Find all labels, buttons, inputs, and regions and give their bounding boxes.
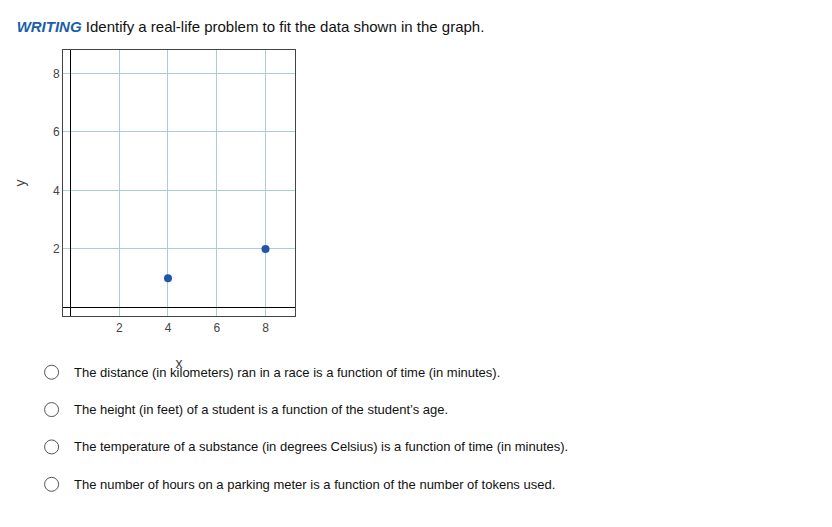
svg-text:WRITING Identify a real-life p: WRITING Identify a real-life problem to … <box>17 18 485 35</box>
svg-text:4: 4 <box>165 321 172 335</box>
svg-text:The temperature of a substance: The temperature of a substance (in degre… <box>74 439 568 454</box>
svg-text:2: 2 <box>53 242 60 256</box>
svg-text:The distance (in kilometers) r: The distance (in kilometers) ran in a ra… <box>74 365 500 380</box>
svg-text:8: 8 <box>262 321 269 335</box>
svg-text:6: 6 <box>53 125 60 139</box>
svg-text:The height (in feet) of a stud: The height (in feet) of a student is a f… <box>74 402 448 417</box>
svg-text:y: y <box>12 180 28 187</box>
svg-text:The number of hours on a parki: The number of hours on a parking meter i… <box>74 477 555 492</box>
svg-text:4: 4 <box>53 184 60 198</box>
svg-text:2: 2 <box>116 321 123 335</box>
svg-text:6: 6 <box>213 321 220 335</box>
svg-text:8: 8 <box>53 67 60 81</box>
svg-text:x: x <box>175 355 182 371</box>
